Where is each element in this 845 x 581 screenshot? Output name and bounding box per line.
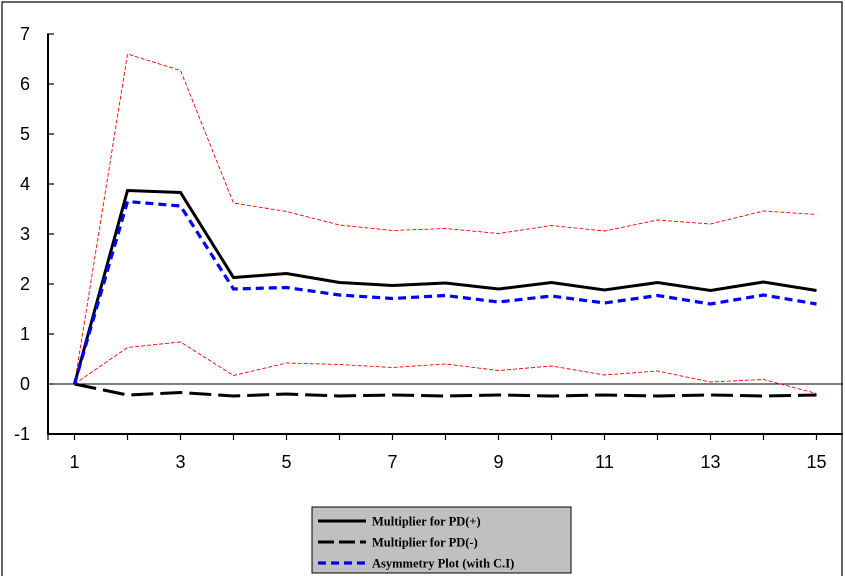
confidence-band-line bbox=[74, 53, 817, 385]
legend-label: Multiplier for PD(+) bbox=[372, 515, 481, 529]
y-tick-label: 4 bbox=[20, 174, 30, 194]
x-tick-label: 5 bbox=[281, 452, 291, 472]
y-tick-label: 5 bbox=[20, 124, 30, 144]
series-line bbox=[73, 188, 817, 385]
y-tick-label: 2 bbox=[20, 274, 30, 294]
x-tick-label: 15 bbox=[806, 452, 826, 472]
series-lines bbox=[72, 53, 817, 398]
y-tick-label: 3 bbox=[20, 224, 30, 244]
y-tick-label: -1 bbox=[14, 424, 30, 444]
x-tick-label: 9 bbox=[493, 452, 503, 472]
y-tick-label: 1 bbox=[20, 324, 30, 344]
legend-label: Multiplier for PD(-) bbox=[372, 536, 478, 550]
x-tick-label: 3 bbox=[175, 452, 185, 472]
x-tick-label: 13 bbox=[700, 452, 720, 472]
y-tick-label: 7 bbox=[20, 24, 30, 44]
x-tick-label: 11 bbox=[595, 452, 614, 472]
legend: Multiplier for PD(+) Multiplier for PD(-)… bbox=[311, 506, 572, 574]
y-tick-label: 0 bbox=[20, 374, 30, 394]
x-tick-label: 7 bbox=[387, 452, 397, 472]
y-tick-label: 6 bbox=[20, 74, 30, 94]
confidence-band-line bbox=[74, 341, 817, 394]
legend-label: Asymmetry Plot (with C.I) bbox=[372, 557, 514, 571]
x-tick-label: 1 bbox=[69, 452, 79, 472]
legend-box bbox=[311, 506, 572, 574]
series-line bbox=[72, 199, 817, 385]
series-line bbox=[74, 382, 817, 398]
